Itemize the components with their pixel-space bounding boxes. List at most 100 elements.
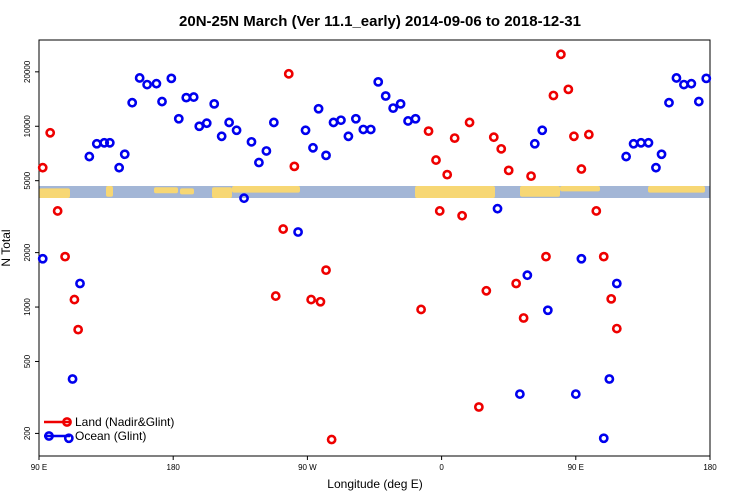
y-tick-label: 2000 bbox=[23, 243, 32, 261]
ocean-point bbox=[373, 76, 384, 87]
legend-label-land: Land (Nadir&Glint) bbox=[75, 415, 174, 429]
land-point bbox=[315, 296, 326, 307]
land-point bbox=[569, 131, 579, 142]
ocean-point bbox=[388, 103, 399, 114]
land-point bbox=[431, 155, 441, 165]
land-point bbox=[69, 294, 80, 305]
ocean-point bbox=[529, 138, 540, 149]
ocean-point bbox=[598, 433, 609, 444]
ocean-point bbox=[570, 389, 581, 399]
ocean-point bbox=[643, 137, 654, 148]
ocean-point bbox=[99, 137, 110, 148]
map-land-patch bbox=[212, 187, 232, 198]
ocean-point bbox=[84, 151, 95, 162]
world-map-strip bbox=[39, 186, 710, 198]
y-axis-label: N Total bbox=[0, 229, 13, 266]
land-point bbox=[278, 224, 289, 234]
ocean-point bbox=[628, 138, 639, 149]
ocean-point bbox=[410, 113, 421, 124]
legend: Land (Nadir&Glint) Ocean (Glint) bbox=[44, 415, 174, 443]
land-point bbox=[283, 68, 294, 79]
land-point bbox=[434, 206, 445, 216]
ocean-point bbox=[313, 103, 324, 114]
ocean-point bbox=[336, 115, 346, 126]
ocean-point bbox=[239, 193, 249, 204]
land-point bbox=[496, 143, 507, 154]
map-land-patch bbox=[648, 186, 705, 193]
ocean-point bbox=[701, 73, 712, 84]
map-land-patch bbox=[415, 186, 495, 198]
land-point bbox=[442, 169, 453, 180]
ocean-point bbox=[576, 253, 587, 264]
ocean-point bbox=[67, 374, 78, 384]
ocean-point bbox=[104, 137, 115, 148]
y-tick-label: 10000 bbox=[23, 115, 32, 138]
land-point bbox=[423, 126, 434, 137]
ocean-point bbox=[542, 305, 553, 316]
ocean-point bbox=[181, 92, 192, 103]
data-points bbox=[37, 49, 712, 445]
ocean-point bbox=[693, 96, 704, 107]
ocean-point bbox=[37, 253, 48, 264]
ocean-point bbox=[231, 125, 242, 136]
land-point bbox=[73, 324, 84, 335]
land-point bbox=[598, 251, 609, 262]
ocean-point bbox=[75, 278, 85, 289]
land-point bbox=[563, 84, 574, 95]
ocean-point bbox=[358, 124, 369, 135]
ocean-point bbox=[537, 125, 548, 136]
ocean-point bbox=[300, 125, 311, 136]
map-ocean-band bbox=[39, 186, 710, 198]
ocean-point bbox=[293, 227, 303, 237]
ocean-point bbox=[151, 78, 162, 89]
ocean-point bbox=[522, 270, 533, 281]
ocean-point bbox=[157, 96, 167, 107]
land-point bbox=[488, 132, 499, 143]
ocean-point bbox=[380, 91, 391, 101]
ocean-point bbox=[166, 73, 177, 84]
ocean-point bbox=[321, 150, 331, 161]
land-point bbox=[464, 117, 475, 128]
x-tick-label: 180 bbox=[167, 463, 181, 472]
land-point bbox=[289, 161, 300, 172]
land-point bbox=[37, 162, 48, 173]
land-point bbox=[449, 133, 460, 144]
ocean-point bbox=[224, 117, 235, 128]
x-tick-label: 0 bbox=[439, 463, 444, 472]
land-point bbox=[611, 323, 622, 334]
ocean-point bbox=[403, 116, 413, 126]
ocean-point bbox=[246, 136, 257, 147]
land-point bbox=[457, 210, 468, 221]
x-tick-label: 90 E bbox=[31, 463, 47, 472]
map-land-patch bbox=[560, 186, 600, 192]
ocean-point bbox=[621, 151, 632, 162]
ocean-point bbox=[604, 374, 615, 384]
y-tick-label: 500 bbox=[23, 354, 32, 368]
legend-label-ocean: Ocean (Glint) bbox=[75, 429, 146, 443]
ocean-point bbox=[350, 113, 361, 124]
ocean-point bbox=[679, 79, 689, 90]
ocean-point bbox=[328, 117, 339, 128]
ocean-point bbox=[201, 118, 212, 129]
ocean-point bbox=[686, 78, 697, 89]
map-land-patch bbox=[106, 186, 113, 197]
land-point bbox=[473, 402, 484, 412]
map-land-patch bbox=[39, 188, 70, 198]
ocean-point bbox=[651, 162, 661, 173]
land-point bbox=[583, 129, 594, 140]
land-point bbox=[606, 293, 617, 304]
ocean-point bbox=[343, 131, 354, 142]
land-point bbox=[481, 285, 492, 296]
ocean-point bbox=[142, 79, 153, 90]
map-land-patch bbox=[520, 186, 560, 197]
chart-title: 20N-25N March (Ver 11.1_early) 2014-09-0… bbox=[179, 13, 581, 30]
ocean-point bbox=[656, 149, 667, 160]
land-point bbox=[526, 171, 536, 182]
x-axis-label: Longitude (deg E) bbox=[327, 477, 422, 491]
ocean-point bbox=[611, 278, 622, 289]
land-point bbox=[60, 251, 70, 262]
ocean-point bbox=[119, 149, 130, 160]
ocean-point bbox=[216, 131, 227, 142]
ocean-point bbox=[188, 92, 199, 102]
land-point bbox=[548, 90, 559, 101]
